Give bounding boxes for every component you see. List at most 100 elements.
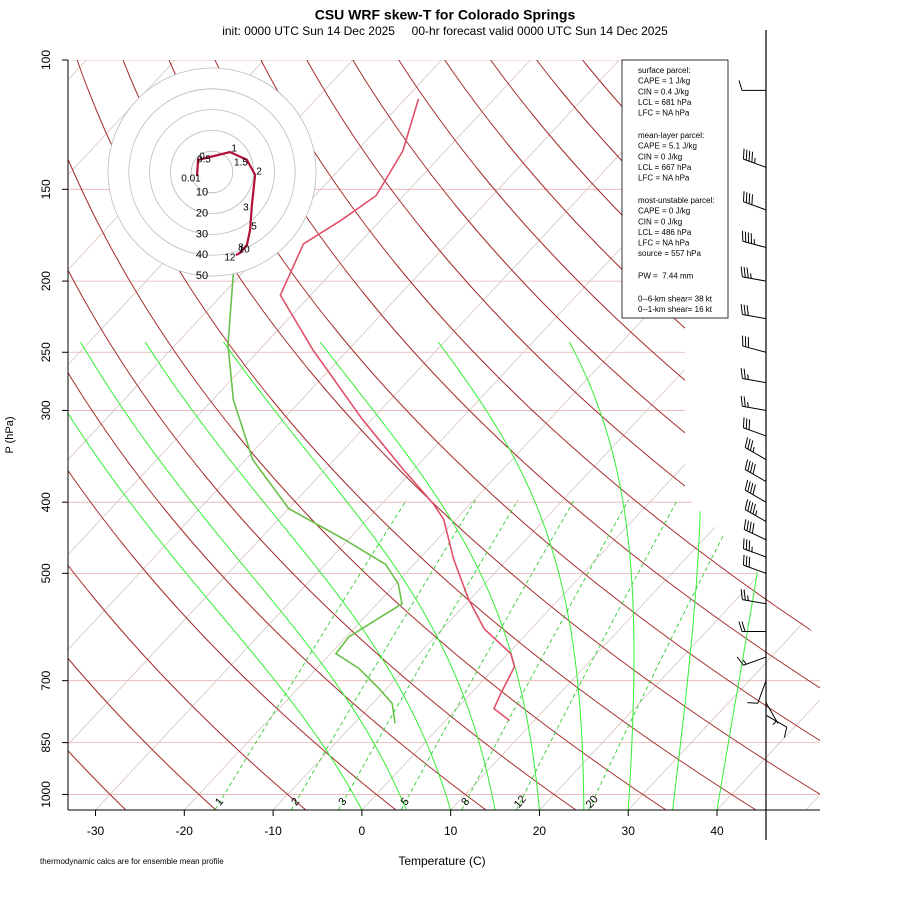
info-text: LFC = NA hPa [638, 239, 690, 248]
wind-barb [765, 714, 788, 738]
x-tick-label: -10 [264, 824, 282, 838]
info-text: LCL = 486 hPa [638, 228, 692, 237]
wind-barb [742, 417, 767, 437]
info-text: 0--1-km shear= 16 kt [638, 305, 713, 314]
isotherm [716, 60, 820, 810]
isotherm [68, 60, 709, 810]
info-text: LFC = NA hPa [638, 109, 690, 118]
moist-adiabat [319, 341, 540, 810]
info-text: CAPE = 5.1 J/kg [638, 142, 697, 151]
y-tick-label: 250 [39, 342, 53, 362]
footnote: thermodynamic calcs are for ensemble mea… [40, 857, 224, 866]
x-tick-label: 10 [444, 824, 458, 838]
overlay: 1 2 3 5 8 12 20 [213, 793, 601, 810]
wind-barb [740, 368, 767, 384]
mixing-ratio-label: 20 [584, 793, 601, 810]
info-text: 0--6-km shear= 38 kt [638, 294, 713, 303]
x-tick-label: -20 [176, 824, 194, 838]
dewpoint-line [227, 249, 403, 724]
hodograph-ring [107, 67, 317, 277]
info-text: source = 557 hPa [638, 249, 701, 258]
info-text: surface parcel: [638, 66, 690, 75]
wind-barb [740, 304, 767, 320]
isotherm [272, 60, 820, 810]
y-tick-label: 700 [39, 670, 53, 690]
hodograph-label: 0 [199, 152, 205, 163]
y-tick-label: 1000 [39, 781, 53, 808]
hodograph-label: 5 [251, 222, 257, 233]
wind-barb [742, 230, 767, 248]
mixing-ratio-label: 8 [459, 796, 472, 808]
wind-barb [742, 191, 767, 211]
info-text: CAPE = 0 J/kg [638, 207, 690, 216]
dry-adiabat [68, 60, 667, 810]
hodograph-trace [195, 150, 257, 256]
moist-adiabat [80, 341, 407, 810]
moist-adiabat [68, 341, 363, 810]
y-tick-label: 150 [39, 179, 53, 199]
wind-barb [744, 437, 767, 461]
isotherm [627, 60, 820, 810]
x-tick-label: 0 [359, 824, 366, 838]
isotherm [68, 60, 620, 810]
dry-adiabat [720, 60, 820, 810]
info-box [621, 59, 729, 319]
chart-title: CSU WRF skew-T for Colorado Springs [315, 7, 576, 23]
wind-barb [740, 395, 767, 411]
hodograph-ring [190, 150, 234, 194]
mixing-ratio-label: 3 [336, 796, 349, 808]
wind-barb [744, 459, 767, 483]
dry-adiabat [68, 60, 217, 810]
y-tick-label: 500 [39, 563, 53, 583]
dry-adiabat [68, 60, 307, 810]
y-tick-label: 850 [39, 732, 53, 752]
moist-adiabat [716, 341, 788, 810]
dry-adiabat [260, 60, 820, 810]
x-tick-label: -30 [87, 824, 105, 838]
info-text: CIN = 0 J/kg [638, 217, 682, 226]
wind-barb [740, 266, 767, 282]
hodograph-ring [149, 109, 275, 235]
hodograph-label: 10 [239, 245, 251, 256]
wind-barb [742, 538, 767, 558]
hodograph-label: 8 [238, 243, 244, 254]
moist-adiabat [568, 341, 635, 810]
hodograph-label: 1.5 [234, 158, 248, 169]
mixing-ratio-line [588, 499, 742, 810]
mixing-ratio-line [214, 499, 407, 810]
wind-barb [742, 148, 767, 168]
dry-adiabat [68, 60, 127, 810]
isotherm [539, 60, 820, 810]
dry-adiabat [68, 60, 397, 810]
hodograph-ring-label: 30 [196, 228, 208, 240]
wind-barb [742, 335, 767, 353]
mixing-ratio-line [338, 499, 519, 810]
y-tick-label: 400 [39, 492, 53, 512]
wind-barb [736, 656, 767, 666]
wind-barb [744, 479, 767, 503]
wind-barb [740, 589, 767, 605]
chart-subtitle: init: 0000 UTC Sun 14 Dec 2025 00-hr for… [222, 24, 668, 38]
hodograph-ring-label: 10 [196, 187, 208, 199]
wind-barb [738, 80, 766, 91]
y-tick-label: 300 [39, 400, 53, 420]
info-text: PW = 7.44 mm [638, 272, 694, 281]
dry-adiabat [68, 60, 487, 810]
moist-adiabat [437, 341, 585, 810]
info-text: mean-layer parcel: [638, 131, 704, 140]
mixing-ratio-label: 5 [399, 796, 412, 808]
wind-barb [738, 621, 766, 633]
info-text: LFC = NA hPa [638, 174, 690, 183]
hodograph-label: 0.5 [197, 155, 211, 166]
mixing-ratio-label: 2 [289, 796, 302, 808]
info-text: LCL = 681 hPa [638, 98, 692, 107]
wind-barb [742, 554, 767, 574]
hodograph-label: 3 [243, 203, 249, 214]
dry-adiabat [766, 60, 820, 810]
info-text: most-unstable parcel: [638, 196, 714, 205]
wind-barb [744, 499, 767, 522]
hodograph-ring-label: 20 [196, 208, 208, 220]
hodograph-ring [128, 88, 296, 256]
hodograph-background [108, 68, 316, 276]
